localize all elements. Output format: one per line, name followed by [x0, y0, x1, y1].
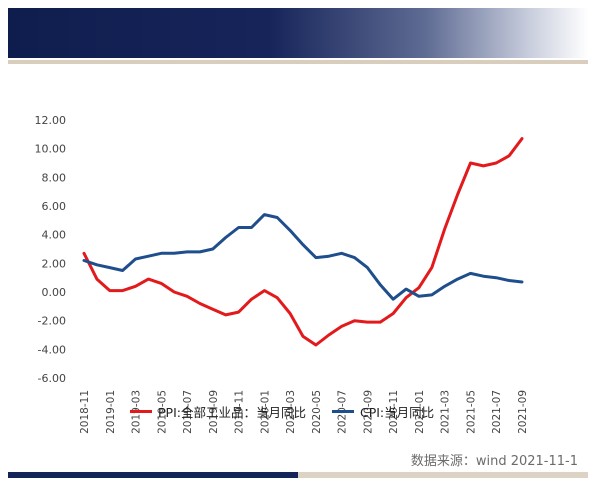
- x-tick-label: 2021-01: [414, 390, 426, 434]
- legend-item-ppi: PPI:全部工业品：当月同比: [130, 402, 306, 421]
- x-tick-label: 2021-09: [517, 390, 529, 434]
- y-tick-label: 4.00: [42, 229, 67, 242]
- x-tick-label: 2019-07: [182, 390, 194, 434]
- y-tick-label: 10.00: [35, 143, 67, 156]
- x-tick-label: 2019-11: [234, 390, 246, 434]
- x-tick-label: 2020-11: [388, 390, 400, 434]
- footer-bar-navy: [8, 472, 298, 478]
- x-tick-label: 2020-05: [311, 390, 323, 434]
- header-banner: [8, 8, 588, 58]
- legend-label-cpi: CPI:当月同比: [359, 405, 435, 420]
- y-tick-label: 0.00: [42, 286, 67, 299]
- x-tick-label: 2019-01: [105, 390, 117, 434]
- y-axis: 12.00 10.00 8.00 6.00 4.00 2.00 0.00 -2.00 -4.00…: [35, 114, 67, 385]
- x-tick-label: 2021-07: [491, 390, 503, 434]
- legend-item-cpi: CPI:当月同比: [331, 402, 435, 421]
- y-tick-label: -6.00: [38, 372, 66, 385]
- y-tick-label: -4.00: [38, 343, 66, 356]
- series-line-cpi: [82, 213, 524, 301]
- x-tick-label: 2021-03: [440, 390, 452, 434]
- x-tick-label: 2018-11: [79, 390, 91, 434]
- source-note: 数据来源：wind 2021-11-1: [410, 454, 578, 469]
- x-tick-label: 2021-05: [465, 390, 477, 434]
- y-tick-label: 8.00: [42, 171, 67, 184]
- series-line-ppi: [82, 137, 524, 347]
- y-tick-label: 6.00: [42, 200, 67, 213]
- legend-label-ppi: PPI:全部工业品：当月同比: [158, 405, 306, 420]
- y-tick-label: 12.00: [35, 114, 67, 127]
- legend: PPI:全部工业品：当月同比 CPI:当月同比: [130, 402, 460, 421]
- x-tick-label: 2020-09: [362, 390, 374, 434]
- y-tick-label: 2.00: [42, 257, 67, 270]
- footer-bar-tan: [298, 472, 588, 478]
- x-tick-label: 2020-01: [259, 390, 271, 434]
- x-tick-label: 2019-09: [208, 390, 220, 434]
- legend-swatch-cpi: [331, 410, 354, 413]
- x-axis: 2018-112019-012019-032019-052019-072019-…: [79, 390, 529, 434]
- y-tick-label: -2.00: [38, 315, 66, 328]
- x-tick-label: 2020-03: [285, 390, 297, 434]
- legend-swatch-ppi: [130, 410, 152, 413]
- x-tick-label: 2019-05: [156, 390, 168, 434]
- header-divider: [8, 60, 588, 64]
- series-lines: [82, 137, 524, 347]
